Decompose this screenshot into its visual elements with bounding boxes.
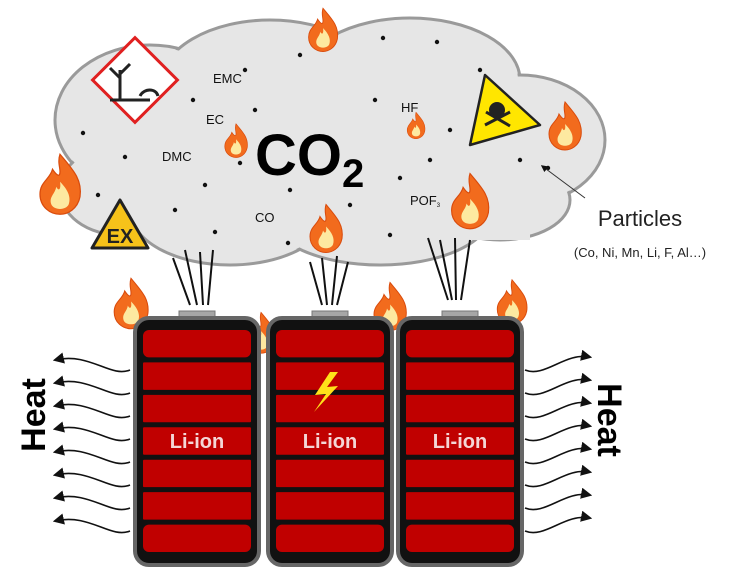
heat-arrow — [524, 418, 593, 442]
heat-arrow — [524, 464, 593, 488]
battery-cell — [276, 459, 384, 488]
gas-label: EC — [206, 112, 224, 127]
heat-arrow — [52, 352, 131, 373]
pof-text: POF — [410, 193, 437, 208]
battery-cell — [276, 524, 384, 552]
heat-arrow — [524, 441, 593, 465]
battery-cell — [143, 492, 251, 520]
co2-text: CO — [255, 123, 342, 188]
heat-arrow — [524, 395, 593, 419]
heat-arrow — [52, 513, 131, 534]
heat-arrow — [52, 490, 131, 511]
heat-arrow — [524, 487, 593, 511]
pof-subscript: 3 — [437, 203, 441, 209]
battery-cell — [406, 427, 514, 455]
lightning-bolt — [314, 372, 338, 412]
gas-label: CO — [255, 210, 275, 225]
explosive-sign: EX — [90, 198, 150, 250]
heat-label: Heat — [15, 378, 53, 452]
battery-cell — [406, 459, 514, 488]
battery-cell — [276, 330, 384, 358]
battery-cell — [406, 492, 514, 520]
battery: Li-ion — [133, 310, 261, 567]
environment-hazard-sign — [90, 35, 180, 125]
battery-cell — [276, 394, 384, 423]
heat-arrow — [524, 349, 593, 373]
battery-cell — [276, 492, 384, 520]
heat-arrows — [52, 349, 593, 534]
batteries: Li-ion Li-ion Li-ion — [133, 310, 524, 567]
battery-cell — [143, 427, 251, 455]
explosive-label: EX — [107, 226, 134, 248]
gas-label: EMC — [213, 71, 242, 86]
heat-arrow — [52, 375, 131, 396]
co2-subscript: 2 — [342, 152, 364, 196]
particles-title: Particles — [598, 206, 682, 231]
heat-arrow — [52, 467, 131, 488]
battery-cell — [143, 524, 251, 552]
battery-cell — [143, 330, 251, 358]
battery-cell — [143, 362, 251, 390]
battery-cell — [143, 394, 251, 423]
particles-pointer — [540, 165, 586, 199]
battery-label: Li-ion — [170, 431, 224, 453]
particle-dots — [80, 35, 551, 246]
battery-cell — [276, 427, 384, 455]
toxic-sign — [468, 73, 542, 147]
heat-arrow — [52, 421, 131, 442]
battery: Li-ion — [266, 310, 394, 567]
battery-cell — [406, 330, 514, 358]
battery-cell — [406, 394, 514, 423]
heat-arrow — [524, 510, 593, 534]
battery-cell — [143, 459, 251, 488]
heat-arrow — [524, 372, 593, 396]
heat-label: Heat — [590, 383, 628, 457]
heat-arrow — [52, 398, 131, 419]
battery-label: Li-ion — [433, 431, 487, 453]
gas-label: DMC — [162, 149, 192, 164]
battery-label: Li-ion — [303, 431, 357, 453]
heat-arrow — [52, 444, 131, 465]
gas-label: HF — [401, 100, 418, 115]
battery-cell — [406, 524, 514, 552]
battery: Li-ion — [396, 310, 524, 567]
vent-lines — [172, 237, 471, 306]
particles-list: (Co, Ni, Mn, Li, F, Al…) — [574, 245, 706, 260]
battery-cell — [406, 362, 514, 390]
co2-formula: CO2 — [255, 123, 364, 196]
pof3-formula: POF3 — [410, 193, 441, 209]
